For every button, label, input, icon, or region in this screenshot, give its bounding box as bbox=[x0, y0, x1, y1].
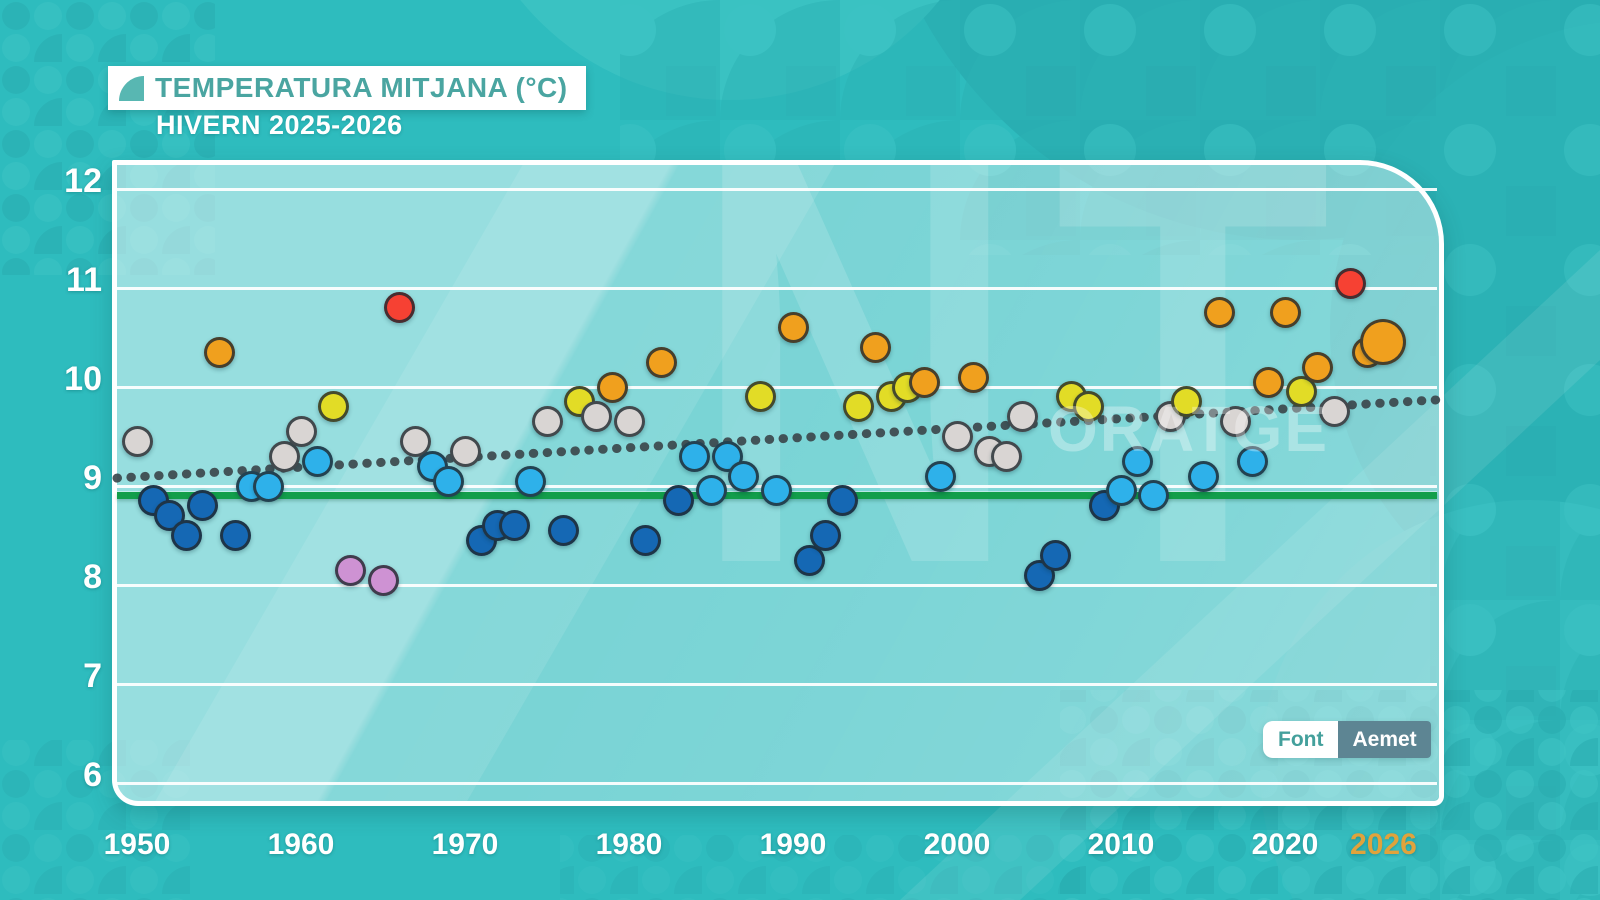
data-point-1980 bbox=[613, 406, 645, 438]
data-point-1962 bbox=[318, 391, 350, 423]
y-axis-tick-10: 10 bbox=[64, 360, 102, 398]
data-point-1987 bbox=[728, 460, 760, 492]
data-point-1970 bbox=[449, 435, 481, 467]
y-axis-tick-7: 7 bbox=[83, 657, 102, 695]
data-point-1999 bbox=[925, 460, 957, 492]
data-point-2000 bbox=[941, 421, 973, 452]
x-axis-tick-2000: 2000 bbox=[923, 828, 991, 861]
x-axis-tick-1950: 1950 bbox=[103, 828, 171, 861]
data-point-2024 bbox=[1335, 267, 1367, 299]
data-point-2022 bbox=[1302, 351, 1334, 383]
x-axis-tick-1990: 1990 bbox=[759, 828, 827, 861]
gridline-10 bbox=[117, 385, 1437, 389]
data-point-1979 bbox=[597, 371, 629, 403]
y-axis-tick-9: 9 bbox=[83, 459, 102, 497]
source-badge-label: Font bbox=[1263, 721, 1339, 758]
y-axis-tick-11: 11 bbox=[66, 261, 102, 299]
source-badge: Font Aemet bbox=[1263, 721, 1431, 758]
data-point-1976 bbox=[547, 515, 579, 547]
data-point-2001 bbox=[957, 361, 989, 393]
x-axis-tick-1960: 1960 bbox=[267, 828, 335, 861]
data-point-1978 bbox=[580, 401, 612, 433]
data-point-2012 bbox=[1138, 480, 1170, 512]
data-point-2005 bbox=[1023, 559, 1055, 591]
data-point-1965 bbox=[367, 564, 399, 596]
data-point-1998 bbox=[908, 366, 940, 398]
data-point-2016 bbox=[1203, 297, 1235, 329]
gridline-8 bbox=[117, 583, 1437, 587]
data-point-1960 bbox=[285, 416, 317, 448]
chart-panel: NT bbox=[112, 160, 1444, 806]
data-point-1983 bbox=[662, 485, 694, 517]
data-point-2004 bbox=[1007, 401, 1039, 433]
chart-subtitle: HIVERN 2025-2026 bbox=[156, 110, 403, 140]
data-point-1981 bbox=[629, 524, 661, 556]
data-point-2003 bbox=[990, 440, 1022, 472]
x-axis-tick-2026: 2026 bbox=[1350, 828, 1417, 861]
data-point-1975 bbox=[531, 406, 563, 438]
data-point-2017 bbox=[1220, 406, 1252, 438]
data-point-1985 bbox=[695, 475, 727, 507]
x-axis-tick-2020: 2020 bbox=[1251, 828, 1319, 861]
data-point-1995 bbox=[859, 331, 891, 363]
data-point-1969 bbox=[433, 465, 465, 497]
data-point-2019 bbox=[1253, 366, 1285, 398]
data-point-1990 bbox=[777, 312, 809, 344]
data-point-2011 bbox=[1121, 445, 1153, 477]
data-point-1973 bbox=[498, 510, 530, 542]
data-point-1956 bbox=[219, 520, 251, 551]
data-point-1974 bbox=[515, 465, 547, 497]
data-point-2020 bbox=[1269, 297, 1301, 329]
chart-panel-background: NT bbox=[117, 165, 1439, 801]
gridline-12 bbox=[117, 187, 1437, 191]
data-point-2026 bbox=[1360, 319, 1407, 366]
quarter-circle-logo-icon bbox=[119, 75, 144, 101]
x-axis-tick-2010: 2010 bbox=[1087, 828, 1155, 861]
data-point-2018 bbox=[1236, 445, 1268, 477]
x-axis-tick-1980: 1980 bbox=[595, 828, 663, 861]
x-axis-tick-1970: 1970 bbox=[431, 828, 499, 861]
data-point-1984 bbox=[679, 440, 711, 472]
data-point-2023 bbox=[1318, 396, 1350, 428]
data-point-2006 bbox=[1039, 539, 1071, 571]
source-badge-value: Aemet bbox=[1338, 721, 1431, 758]
data-point-1954 bbox=[187, 490, 219, 522]
data-point-2014 bbox=[1171, 386, 1203, 418]
data-point-1961 bbox=[301, 445, 333, 477]
data-point-1982 bbox=[646, 346, 678, 378]
data-point-1950 bbox=[121, 425, 153, 457]
y-axis-tick-12: 12 bbox=[64, 162, 102, 200]
data-point-1958 bbox=[252, 470, 284, 502]
data-point-1966 bbox=[383, 292, 415, 324]
data-point-2010 bbox=[1105, 475, 1137, 507]
data-point-1963 bbox=[334, 554, 366, 586]
data-point-1993 bbox=[826, 485, 858, 517]
y-axis-tick-8: 8 bbox=[83, 558, 102, 596]
data-point-1988 bbox=[744, 381, 776, 413]
gridline-6 bbox=[117, 781, 1437, 785]
chart-title: TEMPERATURA MITJANA (°C) bbox=[155, 72, 568, 103]
y-axis-tick-6: 6 bbox=[83, 756, 102, 794]
data-point-1992 bbox=[810, 520, 842, 551]
gridline-11 bbox=[117, 286, 1437, 290]
data-point-2015 bbox=[1187, 460, 1219, 492]
data-point-2008 bbox=[1072, 391, 1104, 423]
data-point-1989 bbox=[761, 475, 793, 507]
chart-title-box: TEMPERATURA MITJANA (°C) bbox=[108, 66, 586, 110]
data-point-1955 bbox=[203, 336, 235, 368]
gridline-7 bbox=[117, 682, 1437, 686]
data-point-1994 bbox=[843, 391, 875, 423]
data-point-1953 bbox=[170, 520, 202, 551]
